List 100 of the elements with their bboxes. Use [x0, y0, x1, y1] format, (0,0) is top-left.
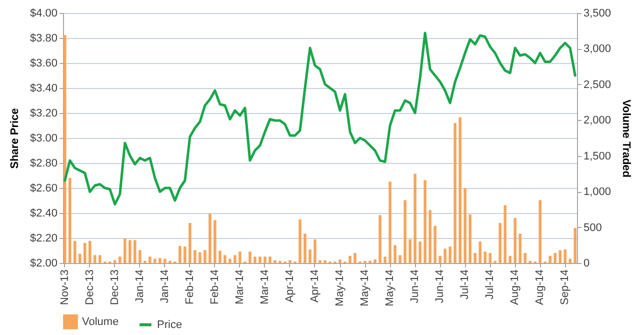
bar: [324, 260, 326, 263]
bar: [188, 223, 192, 263]
bar: [314, 239, 316, 263]
bar: [248, 252, 252, 263]
bar: [568, 258, 572, 263]
bar: [74, 240, 76, 263]
bar: [308, 249, 312, 263]
bar: [204, 250, 206, 263]
x-tick-label: Dec-13: [108, 270, 121, 305]
bar: [514, 218, 516, 263]
y-tick-label: $2.60: [30, 182, 58, 194]
bar: [68, 178, 72, 263]
y-tick-label: $3.00: [30, 132, 58, 144]
bar: [318, 260, 322, 263]
y-tick-label: $3.80: [30, 32, 58, 44]
bar: [564, 249, 566, 263]
bar: [378, 215, 382, 263]
x-tick-label: Jun-14: [409, 270, 422, 304]
bar: [398, 255, 402, 263]
bar: [428, 210, 432, 263]
x-tick-label: Jan-14: [158, 270, 171, 304]
x-tick-label: Jun-14: [434, 270, 446, 304]
bar: [434, 226, 436, 263]
bar: [114, 260, 116, 263]
x-tick-label: Apr-14: [284, 270, 296, 303]
bar: [224, 255, 226, 263]
x-tick-label: Aug-14: [534, 270, 546, 305]
bar: [288, 260, 292, 263]
bar: [574, 228, 576, 263]
y-tick-label: $2.00: [30, 258, 58, 270]
bar: [218, 250, 222, 263]
bar: [468, 214, 472, 263]
x-tick-label: Aug-14: [509, 270, 522, 305]
bar: [134, 240, 136, 263]
bar: [384, 256, 386, 263]
y2-tick-label: 1,000: [584, 186, 612, 198]
bar: [124, 238, 126, 263]
bar: [404, 200, 406, 263]
bar: [198, 252, 202, 263]
bar: [214, 220, 216, 263]
bar: [554, 253, 556, 263]
x-tick-label: Jan-14: [134, 270, 146, 304]
bar: [148, 256, 152, 263]
y-tick-label: $2.40: [30, 208, 58, 220]
x-tick-label: Dec-13: [84, 270, 96, 305]
bar: [268, 256, 272, 263]
bar: [558, 250, 562, 263]
bar: [374, 259, 376, 263]
bar: [234, 255, 236, 263]
bar: [118, 256, 122, 263]
x-tick-label: Jul-14: [484, 270, 496, 300]
y-tick-label: $4.00: [30, 8, 58, 20]
x-tick-label: Feb-14: [208, 270, 221, 304]
bar: [394, 245, 396, 263]
bar: [178, 246, 182, 263]
bar: [338, 259, 342, 263]
legend-label: Price: [157, 318, 182, 331]
bar: [184, 246, 186, 263]
y2-tick-label: 3,000: [584, 43, 612, 56]
bar: [78, 254, 82, 263]
bar: [348, 256, 352, 263]
x-tick-label: Feb-14: [184, 270, 196, 304]
bar: [298, 219, 302, 263]
bar: [354, 253, 356, 263]
bar: [88, 240, 92, 263]
bar: [228, 258, 232, 263]
x-tick-label: May-14: [384, 270, 396, 306]
y2-axis-title: Volume Traded: [620, 99, 632, 178]
bar: [274, 260, 276, 263]
y2-tick-label: 500: [584, 222, 602, 234]
bar: [208, 214, 212, 263]
y2-tick-label: 3,500: [584, 8, 612, 20]
bar: [498, 223, 502, 263]
line-series: [64, 32, 576, 206]
bar: [98, 255, 102, 263]
x-tick-label: Sep-14: [559, 270, 572, 305]
bar: [138, 250, 142, 263]
bar: [388, 182, 392, 263]
legend-label: Volume: [82, 316, 119, 328]
bar: [418, 242, 422, 263]
bar: [158, 258, 162, 263]
x-tick-label: Mar-14: [258, 270, 271, 304]
bar: [414, 174, 416, 263]
x-tick-label: Apr-14: [309, 270, 321, 303]
bar: [548, 256, 552, 263]
bar: [504, 205, 506, 263]
bar: [84, 243, 86, 263]
bar: [454, 123, 456, 263]
bar: [458, 117, 462, 263]
bar: [164, 258, 166, 263]
bar: [254, 256, 256, 263]
x-tick-label: May-14: [359, 270, 372, 306]
bar: [194, 250, 196, 263]
x-tick-label: Mar-14: [234, 270, 246, 304]
y-tick-label: $2.80: [30, 158, 58, 170]
y2-tick-label: 1,500: [584, 150, 612, 162]
bar: [518, 234, 522, 263]
bar: [304, 234, 306, 263]
bar: [408, 239, 412, 263]
bar: [448, 246, 452, 263]
